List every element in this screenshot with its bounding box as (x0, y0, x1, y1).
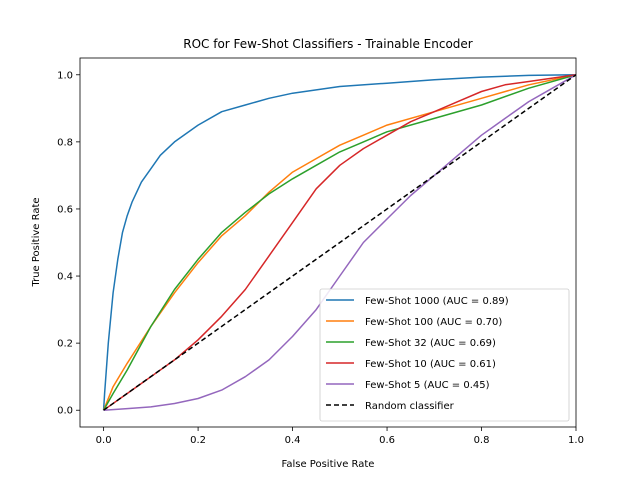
series-line-4 (103, 74, 576, 411)
x-axis-title: False Positive Rate (282, 459, 375, 470)
legend-label-3: Few-Shot 10 (AUC = 0.61) (365, 359, 496, 370)
legend-box (319, 288, 570, 422)
y-tick-label: 0.2 (57, 339, 73, 350)
series-group (102, 74, 576, 411)
series-line-5 (103, 74, 576, 411)
y-tick-label: 0.4 (57, 272, 73, 283)
series-line-3 (103, 74, 576, 411)
x-tick-label: 0.0 (96, 435, 112, 446)
x-axis-ticks: 0.0 0.2 0.4 0.6 0.8 1.0 (96, 427, 584, 446)
legend-label-2: Few-Shot 32 (AUC = 0.69) (365, 338, 496, 349)
legend-label-1: Few-Shot 100 (AUC = 0.70) (365, 317, 502, 328)
y-tick-label: 0.6 (57, 204, 73, 215)
series-line-0 (102, 74, 576, 411)
x-tick-label: 1.0 (568, 435, 584, 446)
x-tick-label: 0.8 (474, 435, 490, 446)
legend: Few-Shot 1000 (AUC = 0.89) Few-Shot 100 (… (319, 288, 570, 422)
chart-title: ROC for Few-Shot Classifiers - Trainable… (183, 37, 473, 51)
series-line-2 (102, 74, 576, 411)
y-tick-label: 0.0 (57, 406, 73, 417)
legend-label-5: Random classifier (365, 401, 455, 412)
y-axis-ticks: 0.0 0.2 0.4 0.6 0.8 1.0 (57, 70, 80, 417)
y-tick-label: 0.8 (57, 137, 73, 148)
legend-label-0: Few-Shot 1000 (AUC = 0.89) (365, 296, 509, 307)
y-tick-label: 1.0 (57, 70, 73, 81)
x-tick-label: 0.6 (379, 435, 395, 446)
y-axis-title: True Positive Rate (31, 197, 42, 287)
x-tick-label: 0.4 (285, 435, 301, 446)
legend-label-4: Few-Shot 5 (AUC = 0.45) (365, 380, 490, 391)
x-tick-label: 0.2 (190, 435, 206, 446)
plot-frame (79, 57, 577, 428)
